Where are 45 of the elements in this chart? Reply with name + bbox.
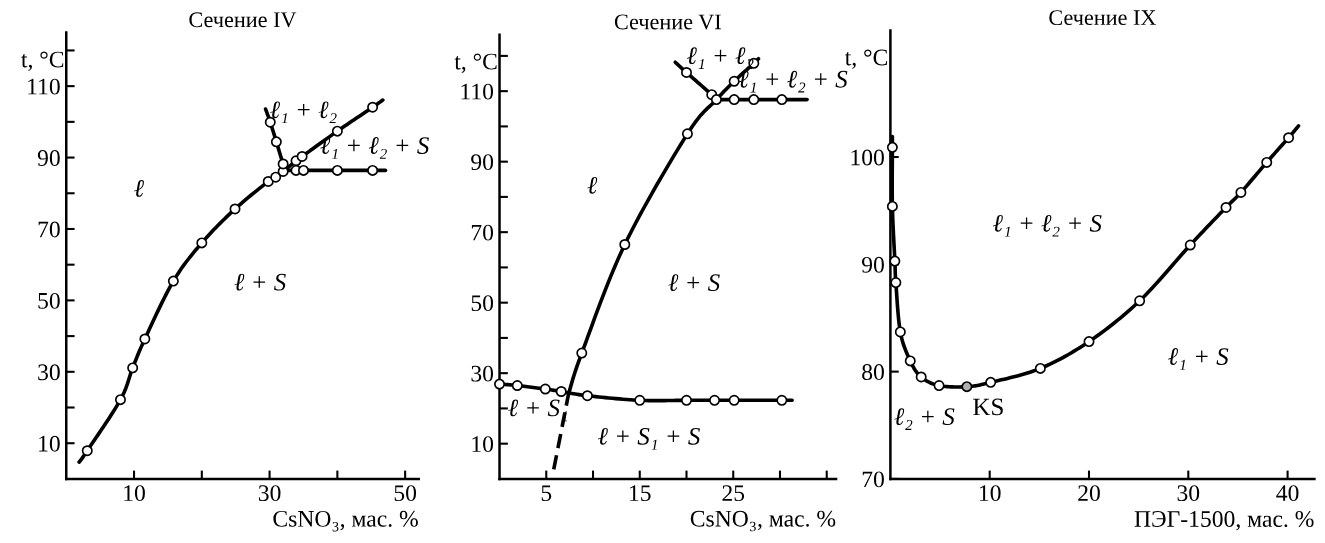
x-axis-title: ПЭГ-1500, мас. %	[1134, 511, 1314, 531]
y-tick-label: 70	[862, 471, 884, 488]
annotation: ℓ + S₁ + S	[598, 427, 700, 450]
x-tick-label: 50	[394, 485, 417, 502]
y-tick-label: 80	[862, 364, 884, 381]
x-tick-label: 40	[1276, 485, 1299, 502]
y-tick-label: 70	[471, 224, 494, 241]
y-tick-label: 70	[38, 221, 60, 238]
y-tick-label: 30	[471, 365, 494, 382]
chart-title: Сечение IX	[1049, 10, 1157, 26]
x-tick-label: 30	[1177, 485, 1200, 502]
y-tick-label: 30	[38, 364, 60, 381]
y-tick-label: 10	[39, 435, 60, 452]
x-tick-label: 5	[541, 485, 552, 502]
y-tick-label: 110	[28, 78, 60, 95]
annotation: ℓ + S	[234, 273, 286, 291]
chart-title: Сечение IV	[189, 12, 297, 28]
annotation: ℓ₁ + ℓ₂	[270, 101, 337, 124]
y-tick-label: 100	[851, 149, 884, 166]
annotation: ℓ + S	[668, 274, 720, 292]
x-tick-label: 20	[1078, 485, 1100, 502]
x-tick-label: 25	[722, 485, 745, 502]
y-tick-label: 10	[472, 436, 494, 453]
x-tick-label: 30	[258, 485, 281, 502]
x-tick-label: 10	[979, 485, 1001, 502]
y-axis-title: t, °C	[21, 51, 64, 71]
x-axis-title: CsNO₃, мас. %	[273, 510, 418, 532]
y-tick-label: 90	[471, 154, 494, 171]
x-tick-label: 10	[124, 485, 145, 502]
annotation: ℓ	[134, 179, 144, 197]
y-axis-title: t, °C	[454, 53, 497, 73]
annotation: KS	[973, 398, 1003, 416]
x-axis-title: CsNO₃, мас. %	[690, 510, 836, 532]
y-tick-label: 90	[37, 150, 60, 166]
y-tick-label: 90	[861, 256, 884, 273]
y-tick-label: 50	[471, 295, 494, 312]
y-axis-title: t, °C	[844, 49, 887, 69]
chart-title: Сечение VI	[614, 14, 721, 30]
annotation: ℓ₁ + S	[1168, 348, 1229, 370]
x-tick-label: 15	[630, 485, 651, 502]
annotation: ℓ₁ + ℓ₂ + S	[993, 214, 1102, 237]
y-tick-label: 110	[461, 83, 494, 100]
y-tick-label: 50	[38, 292, 60, 309]
annotation: ℓ	[587, 176, 598, 194]
annotation: ℓ₂ + S	[894, 408, 955, 430]
